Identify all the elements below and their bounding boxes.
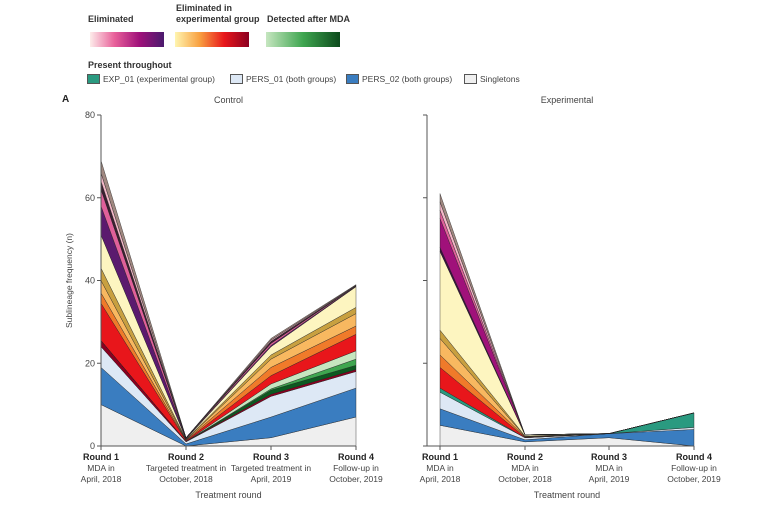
x-tick-desc: April, 2019 [251,474,292,484]
x-tick-desc: MDA in [511,463,539,473]
x-tick-desc: October, 2019 [667,474,721,484]
x-tick-desc: April, 2018 [420,474,461,484]
legend-present-title: Present throughout [88,60,172,70]
x-tick-round: Round 4 [676,452,712,462]
x-axis-label: Treatment round [195,490,261,500]
x-tick-desc: MDA in [87,463,115,473]
y-axis-label: Sublineage frequency (n) [64,233,74,328]
legend-gradient-detected [266,32,340,47]
y-tick-label: 0 [90,441,95,451]
y-tick-label: 60 [85,193,95,203]
legend-item-pers01: PERS_01 (both groups) [230,74,336,84]
x-tick-round: Round 3 [591,452,627,462]
legend-gradient-eliminated-exp [175,32,249,47]
area-layer-16 [100,160,357,438]
x-tick-desc: April, 2019 [589,474,630,484]
y-tick-label: 40 [85,276,95,286]
panel-title: Control [214,95,243,105]
legend-eliminated-label: Eliminated [88,14,134,24]
legend-gradient-eliminated [90,32,164,47]
panel-label: A [62,94,69,105]
x-tick-round: Round 1 [422,452,458,462]
x-tick-desc: Follow-up in [671,463,717,473]
area-layer-13 [439,193,695,436]
x-tick-desc: MDA in [426,463,454,473]
x-tick-desc: October, 2019 [329,474,383,484]
legend-swatch [346,74,359,84]
x-tick-round: Round 1 [83,452,119,462]
legend-item-pers02: PERS_02 (both groups) [346,74,452,84]
legend-eliminated-exp-label: Eliminated in experimental group [176,3,260,24]
x-tick-desc: October, 2018 [498,474,552,484]
y-tick-label: 80 [85,110,95,120]
legend-swatch [87,74,100,84]
x-tick-desc: Targeted treatment in [231,463,312,473]
legend-detected-label: Detected after MDA [267,14,351,24]
x-tick-desc: April, 2018 [81,474,122,484]
x-tick-round: Round 3 [253,452,289,462]
y-tick-label: 20 [85,358,95,368]
legend-item-singletons: Singletons [464,74,520,84]
legend-swatch [230,74,243,84]
x-tick-round: Round 2 [168,452,204,462]
panel-title: Experimental [541,95,594,105]
x-tick-round: Round 4 [338,452,374,462]
legend-item-exp01: EXP_01 (experimental group) [87,74,215,84]
legend-swatch [464,74,477,84]
x-tick-desc: Targeted treatment in [146,463,227,473]
legend-label: EXP_01 (experimental group) [103,74,215,84]
legend-label: PERS_01 (both groups) [246,74,337,84]
x-tick-desc: Follow-up in [333,463,379,473]
x-tick-round: Round 2 [507,452,543,462]
legend-label: Singletons [480,74,520,84]
legend-label: PERS_02 (both groups) [362,74,453,84]
x-tick-desc: October, 2018 [159,474,213,484]
x-tick-desc: MDA in [595,463,623,473]
x-axis-label: Treatment round [534,490,600,500]
